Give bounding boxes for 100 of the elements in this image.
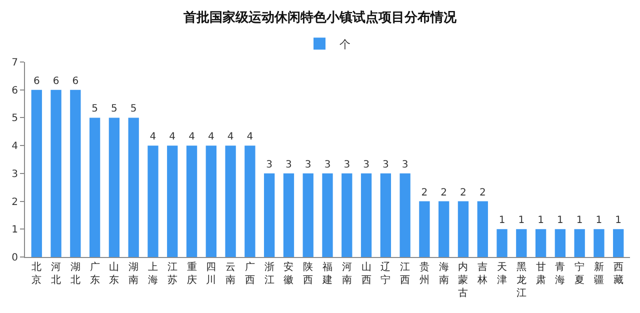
bar	[554, 229, 566, 257]
bar	[535, 229, 546, 257]
x-tick-label: 山西	[361, 261, 372, 286]
bar	[516, 229, 527, 257]
x-tick-label: 宁夏	[574, 261, 585, 286]
y-tick-label: 5	[12, 113, 18, 124]
data-label: 2	[440, 187, 448, 198]
data-label: 1	[498, 215, 506, 226]
bar	[50, 90, 62, 257]
data-label: 3	[344, 159, 350, 170]
x-tick-label: 北京	[32, 261, 42, 286]
x-tick-label: 甘肃	[536, 261, 546, 286]
bar	[70, 90, 81, 257]
y-tick-label: 0	[12, 252, 18, 264]
x-tick-label: 四川	[206, 262, 216, 286]
x-tick-label: 广东	[90, 261, 100, 286]
x-tick-label: 江苏	[167, 261, 178, 286]
x-tick-label: 湖北	[70, 261, 80, 286]
chart-title: 首批国家级运动休闲特色小镇试点项目分布情况	[182, 10, 458, 26]
bar	[400, 173, 410, 257]
data-label: 1	[615, 215, 622, 226]
x-tick-label: 浙江	[264, 261, 274, 286]
data-label: 4	[188, 132, 195, 143]
bar	[89, 118, 100, 257]
x-tick-label: 内蒙古	[458, 261, 468, 299]
data-label: 1	[538, 215, 544, 226]
data-label: 3	[402, 159, 408, 170]
bar	[244, 146, 256, 257]
legend-label: 个	[340, 38, 350, 51]
bar	[594, 229, 604, 257]
bar	[167, 146, 178, 257]
x-tick-label: 上海	[148, 261, 158, 286]
bar	[477, 201, 488, 257]
y-tick-label: 2	[12, 196, 18, 208]
y-tick-label: 7	[12, 58, 18, 68]
x-tick-label: 重庆	[186, 261, 197, 286]
data-label: 4	[150, 132, 156, 143]
data-label: 4	[169, 132, 176, 143]
bar	[342, 173, 352, 257]
bar	[419, 201, 430, 257]
data-label: 4	[208, 132, 214, 143]
y-tick-label: 6	[12, 85, 18, 96]
x-tick-label: 新疆	[594, 261, 604, 286]
data-label: 2	[479, 187, 486, 198]
x-tick-label: 贵州	[419, 261, 430, 286]
x-tick-label: 黑龙江	[516, 262, 526, 299]
bar	[438, 201, 450, 257]
data-label: 6	[33, 76, 40, 87]
data-label: 1	[576, 215, 583, 226]
data-label: 4	[227, 132, 234, 143]
x-tick-label: 广西	[244, 261, 255, 286]
x-tick-label: 天津	[497, 262, 508, 286]
data-label: 3	[324, 159, 331, 170]
x-tick-label: 海南	[438, 261, 449, 286]
data-label: 5	[92, 104, 98, 115]
bar	[186, 146, 198, 257]
bar	[225, 146, 236, 257]
data-label: 3	[382, 159, 389, 170]
x-tick-label: 山东	[109, 261, 120, 286]
x-tick-label: 青海	[555, 261, 566, 286]
data-label: 1	[596, 215, 602, 226]
bar	[128, 118, 139, 257]
y-tick-label: 3	[12, 168, 18, 180]
x-tick-label: 云南	[226, 262, 236, 286]
x-tick-label: 湖南	[128, 261, 139, 286]
data-label: 1	[557, 215, 564, 226]
x-tick-label: 福建	[322, 261, 332, 286]
bar	[322, 173, 333, 257]
x-tick-label: 河北	[51, 261, 62, 286]
bar	[613, 229, 624, 257]
data-label: 3	[266, 159, 273, 170]
x-tick-label: 西藏	[613, 262, 624, 286]
data-label: 1	[518, 215, 525, 226]
data-label: 6	[72, 76, 79, 87]
data-label: 5	[130, 104, 137, 115]
bar	[31, 90, 42, 257]
bar	[574, 229, 585, 257]
x-tick-label: 陕西	[303, 261, 314, 286]
x-tick-label: 辽宁	[380, 261, 391, 286]
data-label: 3	[304, 159, 312, 170]
bar	[458, 201, 469, 257]
bar	[496, 229, 508, 257]
bar	[206, 146, 216, 257]
x-tick-label: 安徽	[284, 261, 294, 286]
x-tick-label: 河南	[342, 261, 352, 286]
data-label: 6	[52, 76, 60, 87]
data-label: 2	[421, 187, 428, 198]
data-label: 4	[246, 132, 254, 143]
bar	[108, 118, 120, 257]
bar	[360, 173, 372, 257]
data-label: 3	[363, 159, 370, 170]
data-label: 2	[460, 187, 466, 198]
data-label: 5	[111, 104, 118, 115]
bar	[264, 173, 275, 257]
x-tick-label: 吉林	[476, 261, 488, 286]
y-tick-label: 1	[12, 224, 18, 236]
y-tick-label: 4	[12, 141, 18, 152]
bar	[302, 173, 314, 257]
bar	[283, 173, 294, 257]
bar	[380, 173, 392, 257]
